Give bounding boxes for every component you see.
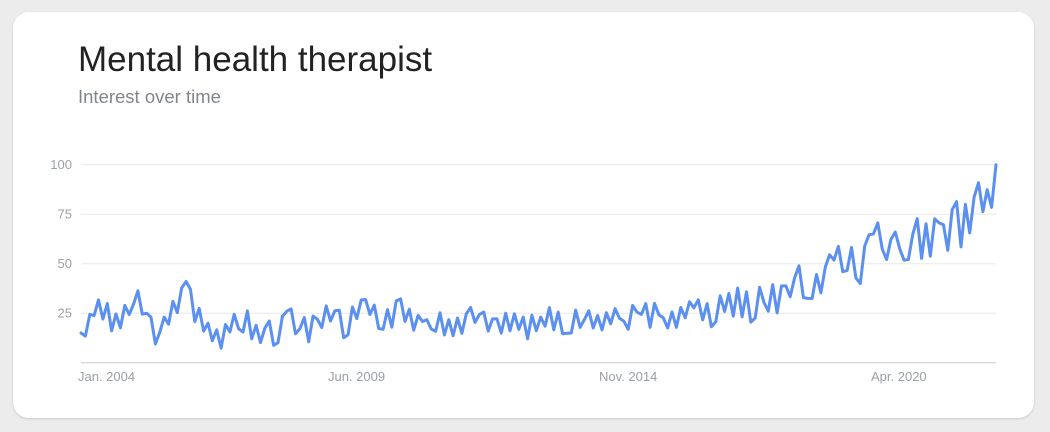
- svg-text:75: 75: [58, 207, 72, 222]
- svg-text:100: 100: [50, 157, 72, 172]
- svg-text:Jan. 2004: Jan. 2004: [78, 369, 135, 384]
- svg-text:Jun. 2009: Jun. 2009: [328, 369, 385, 384]
- svg-text:Apr. 2020: Apr. 2020: [871, 369, 927, 384]
- svg-text:Nov. 2014: Nov. 2014: [599, 369, 657, 384]
- svg-text:25: 25: [58, 306, 72, 321]
- svg-text:50: 50: [58, 256, 72, 271]
